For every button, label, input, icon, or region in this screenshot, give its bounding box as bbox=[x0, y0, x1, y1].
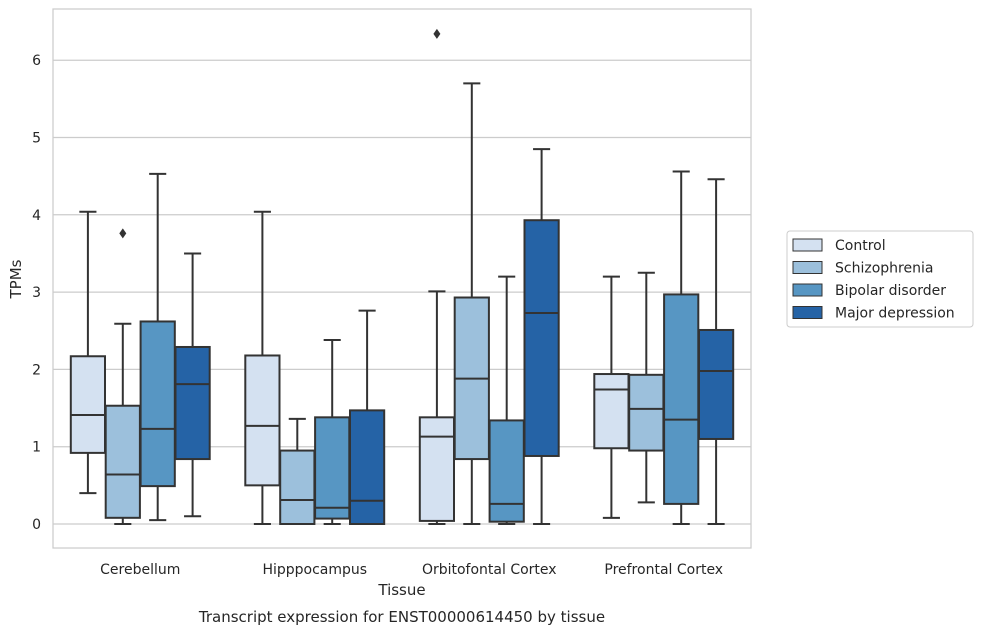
x-tick-label: Cerebellum bbox=[100, 562, 180, 578]
box-orbitofontal-cortex-major-depression bbox=[523, 148, 560, 525]
iqr-box bbox=[314, 416, 351, 520]
iqr-box bbox=[69, 355, 107, 454]
iqr-box bbox=[279, 449, 316, 525]
iqr-box bbox=[244, 354, 281, 487]
legend-swatch bbox=[792, 261, 823, 274]
legend-swatch bbox=[792, 306, 823, 319]
box-prefrontal-cortex-schizophrenia bbox=[628, 271, 665, 504]
legend: Control Schizophrenia Bipolar disorder Majo… bbox=[786, 230, 974, 328]
x-tick-label: Hipppocampus bbox=[262, 562, 367, 578]
legend-entry-control: Control bbox=[792, 238, 886, 254]
iqr-box bbox=[104, 404, 141, 519]
box-orbitofontal-cortex-schizophrenia bbox=[453, 82, 490, 525]
x-axis-label: Tissue bbox=[377, 581, 425, 599]
box-cerebellum-schizophrenia bbox=[104, 228, 141, 525]
plot-area-frame bbox=[52, 8, 752, 549]
legend-label: Control bbox=[835, 238, 886, 254]
y-tick-label: 3 bbox=[32, 285, 41, 301]
iqr-box bbox=[348, 409, 386, 525]
y-tick-label: 1 bbox=[32, 440, 41, 456]
iqr-box bbox=[418, 416, 456, 522]
box-hipppocampus-schizophrenia bbox=[279, 417, 316, 525]
iqr-box bbox=[488, 419, 525, 523]
chart-caption: Transcript expression for ENST0000061445… bbox=[198, 608, 605, 626]
legend-label: Schizophrenia bbox=[835, 261, 933, 277]
y-tick-label: 0 bbox=[32, 517, 41, 533]
y-tick-labels: 0 1 2 3 4 5 6 bbox=[32, 53, 41, 533]
box-hipppocampus-control bbox=[244, 210, 281, 525]
x-tick-labels: Cerebellum Hipppocampus Orbitofontal Corte… bbox=[100, 562, 723, 578]
outlier-point bbox=[433, 28, 441, 39]
legend-entries: Control Schizophrenia Bipolar disorder Majo… bbox=[792, 238, 955, 322]
x-tick-label: Prefrontal Cortex bbox=[604, 562, 723, 578]
box-groups bbox=[69, 28, 735, 525]
iqr-box bbox=[697, 328, 735, 440]
legend-entry-schizophrenia: Schizophrenia bbox=[792, 261, 933, 277]
legend-swatch bbox=[792, 238, 823, 252]
legend-entry-major-depression: Major depression bbox=[792, 306, 955, 322]
iqr-box bbox=[628, 373, 665, 452]
legend-label: Major depression bbox=[835, 306, 955, 322]
iqr-box bbox=[593, 373, 630, 450]
legend-frame bbox=[786, 230, 974, 328]
legend-label: Bipolar disorder bbox=[835, 283, 946, 299]
y-tick-label: 5 bbox=[32, 131, 41, 147]
box-prefrontal-cortex-bipolar-disorder bbox=[663, 170, 700, 525]
iqr-box bbox=[663, 293, 700, 505]
y-tick-label: 4 bbox=[32, 208, 41, 224]
box-orbitofontal-cortex-bipolar-disorder bbox=[488, 275, 525, 525]
x-tick-label: Orbitofontal Cortex bbox=[422, 562, 557, 578]
iqr-box bbox=[174, 345, 211, 461]
box-prefrontal-cortex-control bbox=[593, 275, 630, 519]
box-hipppocampus-bipolar-disorder bbox=[314, 339, 351, 525]
iqr-box bbox=[139, 320, 176, 488]
box-prefrontal-cortex-major-depression bbox=[697, 178, 735, 525]
box-hipppocampus-major-depression bbox=[348, 309, 386, 525]
y-tick-label: 6 bbox=[32, 53, 41, 69]
legend-entry-bipolar-disorder: Bipolar disorder bbox=[792, 283, 946, 299]
legend-swatch bbox=[792, 283, 823, 297]
y-axis-label: TPMs bbox=[7, 259, 25, 299]
box-cerebellum-control bbox=[69, 210, 107, 495]
y-tick-label: 2 bbox=[32, 362, 41, 378]
iqr-box bbox=[523, 219, 560, 457]
box-orbitofontal-cortex-control bbox=[418, 28, 456, 525]
box-cerebellum-bipolar-disorder bbox=[139, 172, 176, 522]
box-cerebellum-major-depression bbox=[174, 252, 211, 518]
outlier-point bbox=[119, 228, 127, 239]
